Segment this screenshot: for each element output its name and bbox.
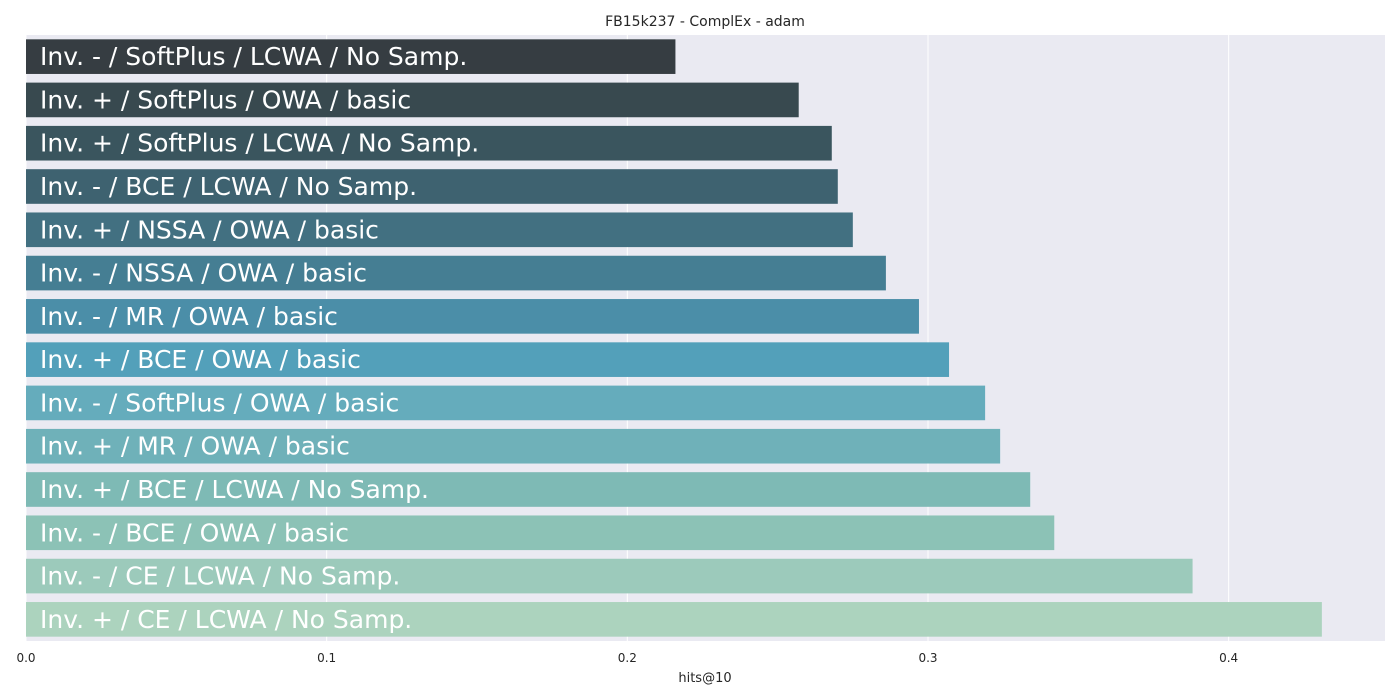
bar-label: Inv. + / SoftPlus / LCWA / No Samp.: [40, 129, 479, 158]
bar-label: Inv. - / CE / LCWA / No Samp.: [40, 562, 400, 591]
bar: [26, 212, 853, 248]
bar-label: Inv. + / BCE / LCWA / No Samp.: [40, 475, 429, 504]
x-axis-title: hits@10: [678, 671, 731, 686]
x-tick-label: 0.3: [918, 651, 937, 665]
bar-label: Inv. - / SoftPlus / LCWA / No Samp.: [40, 42, 467, 71]
bar: [26, 342, 950, 377]
bar: [26, 385, 986, 421]
bar-label: Inv. + / BCE / OWA / basic: [40, 345, 361, 374]
bar-label: Inv. - / SoftPlus / OWA / basic: [40, 388, 399, 417]
bar-label: Inv. - / MR / OWA / basic: [40, 302, 338, 331]
bar: [26, 255, 886, 291]
x-tick-label: 0.0: [16, 651, 35, 665]
bar: [26, 169, 838, 204]
bar: [26, 82, 799, 118]
bar: [26, 428, 1001, 464]
x-tick-label: 0.4: [1219, 651, 1238, 665]
bar-label: Inv. - / BCE / OWA / basic: [40, 518, 349, 547]
bar: [26, 472, 1031, 507]
bar-label: Inv. + / CE / LCWA / No Samp.: [40, 605, 412, 634]
x-axis-ticks: 0.0 0.1 0.2 0.3 0.4: [16, 651, 1238, 665]
bar-label: Inv. + / NSSA / OWA / basic: [40, 215, 379, 244]
bar: [26, 602, 1322, 637]
bar: [26, 125, 832, 161]
bar: [26, 558, 1193, 594]
x-tick-label: 0.2: [618, 651, 637, 665]
bar-label: Inv. - / NSSA / OWA / basic: [40, 259, 367, 288]
bar-label: Inv. + / MR / OWA / basic: [40, 432, 350, 461]
x-tick-label: 0.1: [317, 651, 336, 665]
bar-label: Inv. - / BCE / LCWA / No Samp.: [40, 172, 417, 201]
bar: [26, 39, 676, 74]
bar-label: Inv. + / SoftPlus / OWA / basic: [40, 85, 411, 114]
bars: Inv. - / SoftPlus / LCWA / No Samp. Inv. …: [26, 39, 1322, 637]
chart-title: FB15k237 - ComplEx - adam: [605, 14, 805, 30]
bar: [26, 515, 1055, 551]
bar: [26, 299, 919, 334]
